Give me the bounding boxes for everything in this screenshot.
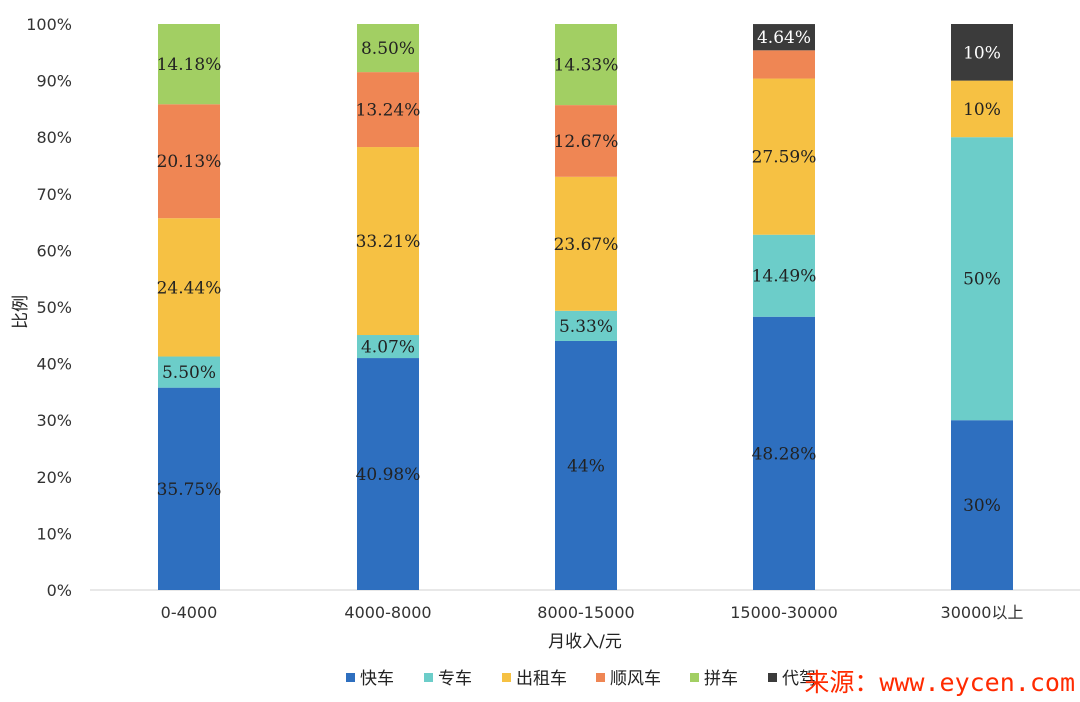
y-tick-label: 30% bbox=[36, 411, 72, 430]
y-tick-label: 60% bbox=[36, 241, 72, 260]
legend-swatch bbox=[690, 673, 699, 682]
y-tick-label: 20% bbox=[36, 468, 72, 487]
segment-labels-group: 35.75% 5.50% 24.44% 20.13% 14.18% 40.98% 4.07%… bbox=[157, 28, 1001, 516]
legend-item: 拼车 bbox=[690, 669, 738, 689]
bar-segment bbox=[951, 420, 1013, 590]
data-label: 5.50% bbox=[162, 363, 216, 383]
bar-segment bbox=[951, 80, 1013, 138]
y-tick-label: 0% bbox=[47, 581, 72, 600]
legend-label: 专车 bbox=[438, 669, 472, 689]
legend-item: 专车 bbox=[424, 669, 472, 689]
data-label: 35.75% bbox=[157, 480, 222, 500]
bar-segment bbox=[753, 316, 815, 590]
x-axis-ticks: 0-4000 4000-8000 8000-15000 15000-30000 3000… bbox=[161, 603, 1024, 622]
x-axis-title: 月收入/元 bbox=[548, 632, 622, 652]
bar-segment bbox=[158, 24, 220, 105]
data-label: 14.18% bbox=[157, 55, 222, 75]
bar-segment bbox=[753, 234, 815, 317]
legend-label: 快车 bbox=[360, 669, 394, 689]
legend-label: 代驾 bbox=[782, 669, 816, 689]
y-tick-label: 90% bbox=[36, 72, 72, 91]
bar-segment bbox=[951, 137, 1013, 421]
y-tick-label: 50% bbox=[36, 298, 72, 317]
bar-segment bbox=[158, 218, 220, 357]
x-tick-label: 15000-30000 bbox=[730, 603, 838, 622]
bar-segment bbox=[753, 78, 815, 235]
legend-swatch bbox=[768, 673, 777, 682]
legend-swatch bbox=[346, 673, 355, 682]
bar-segment bbox=[951, 24, 1013, 81]
bar-segment bbox=[357, 358, 419, 590]
legend: 快车 专车 出租车 顺风车 拼车 代驾 bbox=[346, 669, 816, 689]
bars-group bbox=[158, 24, 1013, 590]
y-tick-label: 100% bbox=[26, 15, 72, 34]
bar-segment bbox=[555, 105, 617, 177]
bar-segment bbox=[357, 335, 419, 359]
data-label: 13.24% bbox=[356, 101, 421, 121]
legend-item: 快车 bbox=[346, 669, 394, 689]
y-tick-label: 40% bbox=[36, 355, 72, 374]
x-tick-label: 30000以上 bbox=[941, 603, 1024, 622]
bar-segment bbox=[555, 24, 617, 106]
bar-segment bbox=[555, 310, 617, 341]
data-label: 12.67% bbox=[554, 132, 619, 152]
data-label: 14.33% bbox=[554, 56, 619, 76]
data-label: 30% bbox=[963, 496, 1001, 516]
bar-segment bbox=[357, 24, 419, 73]
legend-item: 代驾 bbox=[768, 669, 816, 689]
data-label: 27.59% bbox=[752, 148, 817, 168]
data-label: 5.33% bbox=[559, 317, 613, 337]
legend-item: 出租车 bbox=[502, 669, 567, 689]
bar-segment bbox=[555, 340, 617, 590]
data-label: 40.98% bbox=[356, 465, 421, 485]
legend-swatch bbox=[424, 673, 433, 682]
data-label: 8.50% bbox=[361, 39, 415, 59]
bar-segment bbox=[158, 356, 220, 388]
y-axis-ticks: 0% 10% 20% 30% 40% 50% 60% 70% 80% 90% 100% bbox=[26, 15, 72, 600]
watermark-text: 来源：www.eycen.com bbox=[804, 668, 1075, 697]
bar-segment bbox=[357, 72, 419, 148]
data-label: 48.28% bbox=[752, 444, 817, 464]
data-label: 44% bbox=[567, 456, 605, 476]
data-label: 10% bbox=[963, 43, 1001, 63]
bar-segment bbox=[357, 147, 419, 336]
bar-segment bbox=[158, 387, 220, 590]
data-label: 20.13% bbox=[157, 152, 222, 172]
bar-segment bbox=[753, 24, 815, 51]
data-label: 33.21% bbox=[356, 232, 421, 252]
data-label: 4.07% bbox=[361, 338, 415, 358]
bar-segment bbox=[158, 104, 220, 219]
y-tick-label: 80% bbox=[36, 128, 72, 147]
y-tick-label: 70% bbox=[36, 185, 72, 204]
data-label: 4.64% bbox=[757, 28, 811, 48]
legend-swatch bbox=[502, 673, 511, 682]
x-tick-label: 0-4000 bbox=[161, 603, 218, 622]
data-label: 14.49% bbox=[752, 267, 817, 287]
bar-segment bbox=[555, 176, 617, 311]
data-label: 10% bbox=[963, 100, 1001, 120]
legend-label: 出租车 bbox=[516, 669, 567, 689]
y-axis-title: 比例 bbox=[11, 295, 31, 329]
data-label: 23.67% bbox=[554, 235, 619, 255]
x-tick-label: 4000-8000 bbox=[344, 603, 431, 622]
data-label: 50% bbox=[963, 270, 1001, 290]
x-tick-label: 8000-15000 bbox=[537, 603, 634, 622]
legend-swatch bbox=[596, 673, 605, 682]
bar-segment bbox=[753, 50, 815, 79]
legend-label: 顺风车 bbox=[610, 669, 661, 689]
y-tick-label: 10% bbox=[36, 524, 72, 543]
data-label: 24.44% bbox=[157, 278, 222, 298]
legend-item: 顺风车 bbox=[596, 669, 661, 689]
legend-label: 拼车 bbox=[704, 669, 738, 689]
